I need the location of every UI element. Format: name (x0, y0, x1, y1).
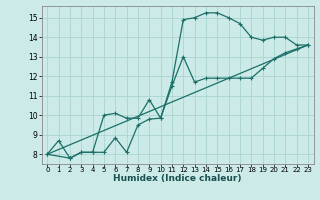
X-axis label: Humidex (Indice chaleur): Humidex (Indice chaleur) (113, 174, 242, 183)
